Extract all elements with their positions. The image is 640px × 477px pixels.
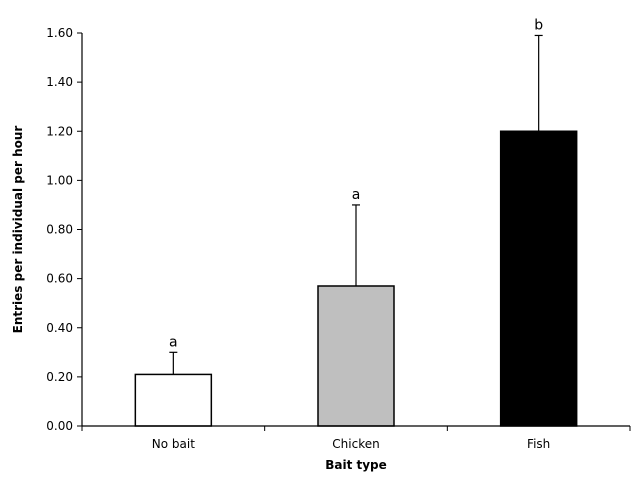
category-label: Chicken [332, 437, 379, 451]
y-tick-label: 0.00 [46, 419, 73, 433]
y-axis-title: Entries per individual per hour [11, 126, 25, 334]
bar-chicken [317, 285, 395, 427]
category-labels-group: No bait Chicken Fish [152, 437, 551, 451]
y-tick-label: 0.40 [46, 321, 73, 335]
bar-fish [499, 130, 578, 427]
x-axis-title: Bait type [325, 458, 387, 472]
significance-labels-group: a a b [169, 17, 543, 350]
y-tick-label: 0.60 [46, 272, 73, 286]
error-bars-group [169, 34, 543, 375]
significance-label: a [352, 187, 361, 203]
significance-label: a [169, 334, 178, 350]
y-tick-label: 0.80 [46, 223, 73, 237]
y-tick-label: 1.20 [46, 124, 73, 138]
y-tick-label: 1.40 [46, 75, 73, 89]
y-tick-label: 1.60 [46, 26, 73, 40]
y-tick-label: 0.20 [46, 370, 73, 384]
bar-no-bait [134, 373, 213, 427]
category-label: Fish [527, 437, 550, 451]
y-tick-label: 1.00 [46, 173, 73, 187]
y-axis-ticks: 0.00 0.20 0.40 0.60 0.80 1.00 1.20 1.40 1.60 [46, 26, 82, 433]
significance-label: b [534, 17, 543, 33]
category-label: No bait [152, 437, 195, 451]
x-axis-ticks [81, 426, 631, 431]
axes-group [81, 33, 630, 427]
bars-group [134, 130, 578, 427]
